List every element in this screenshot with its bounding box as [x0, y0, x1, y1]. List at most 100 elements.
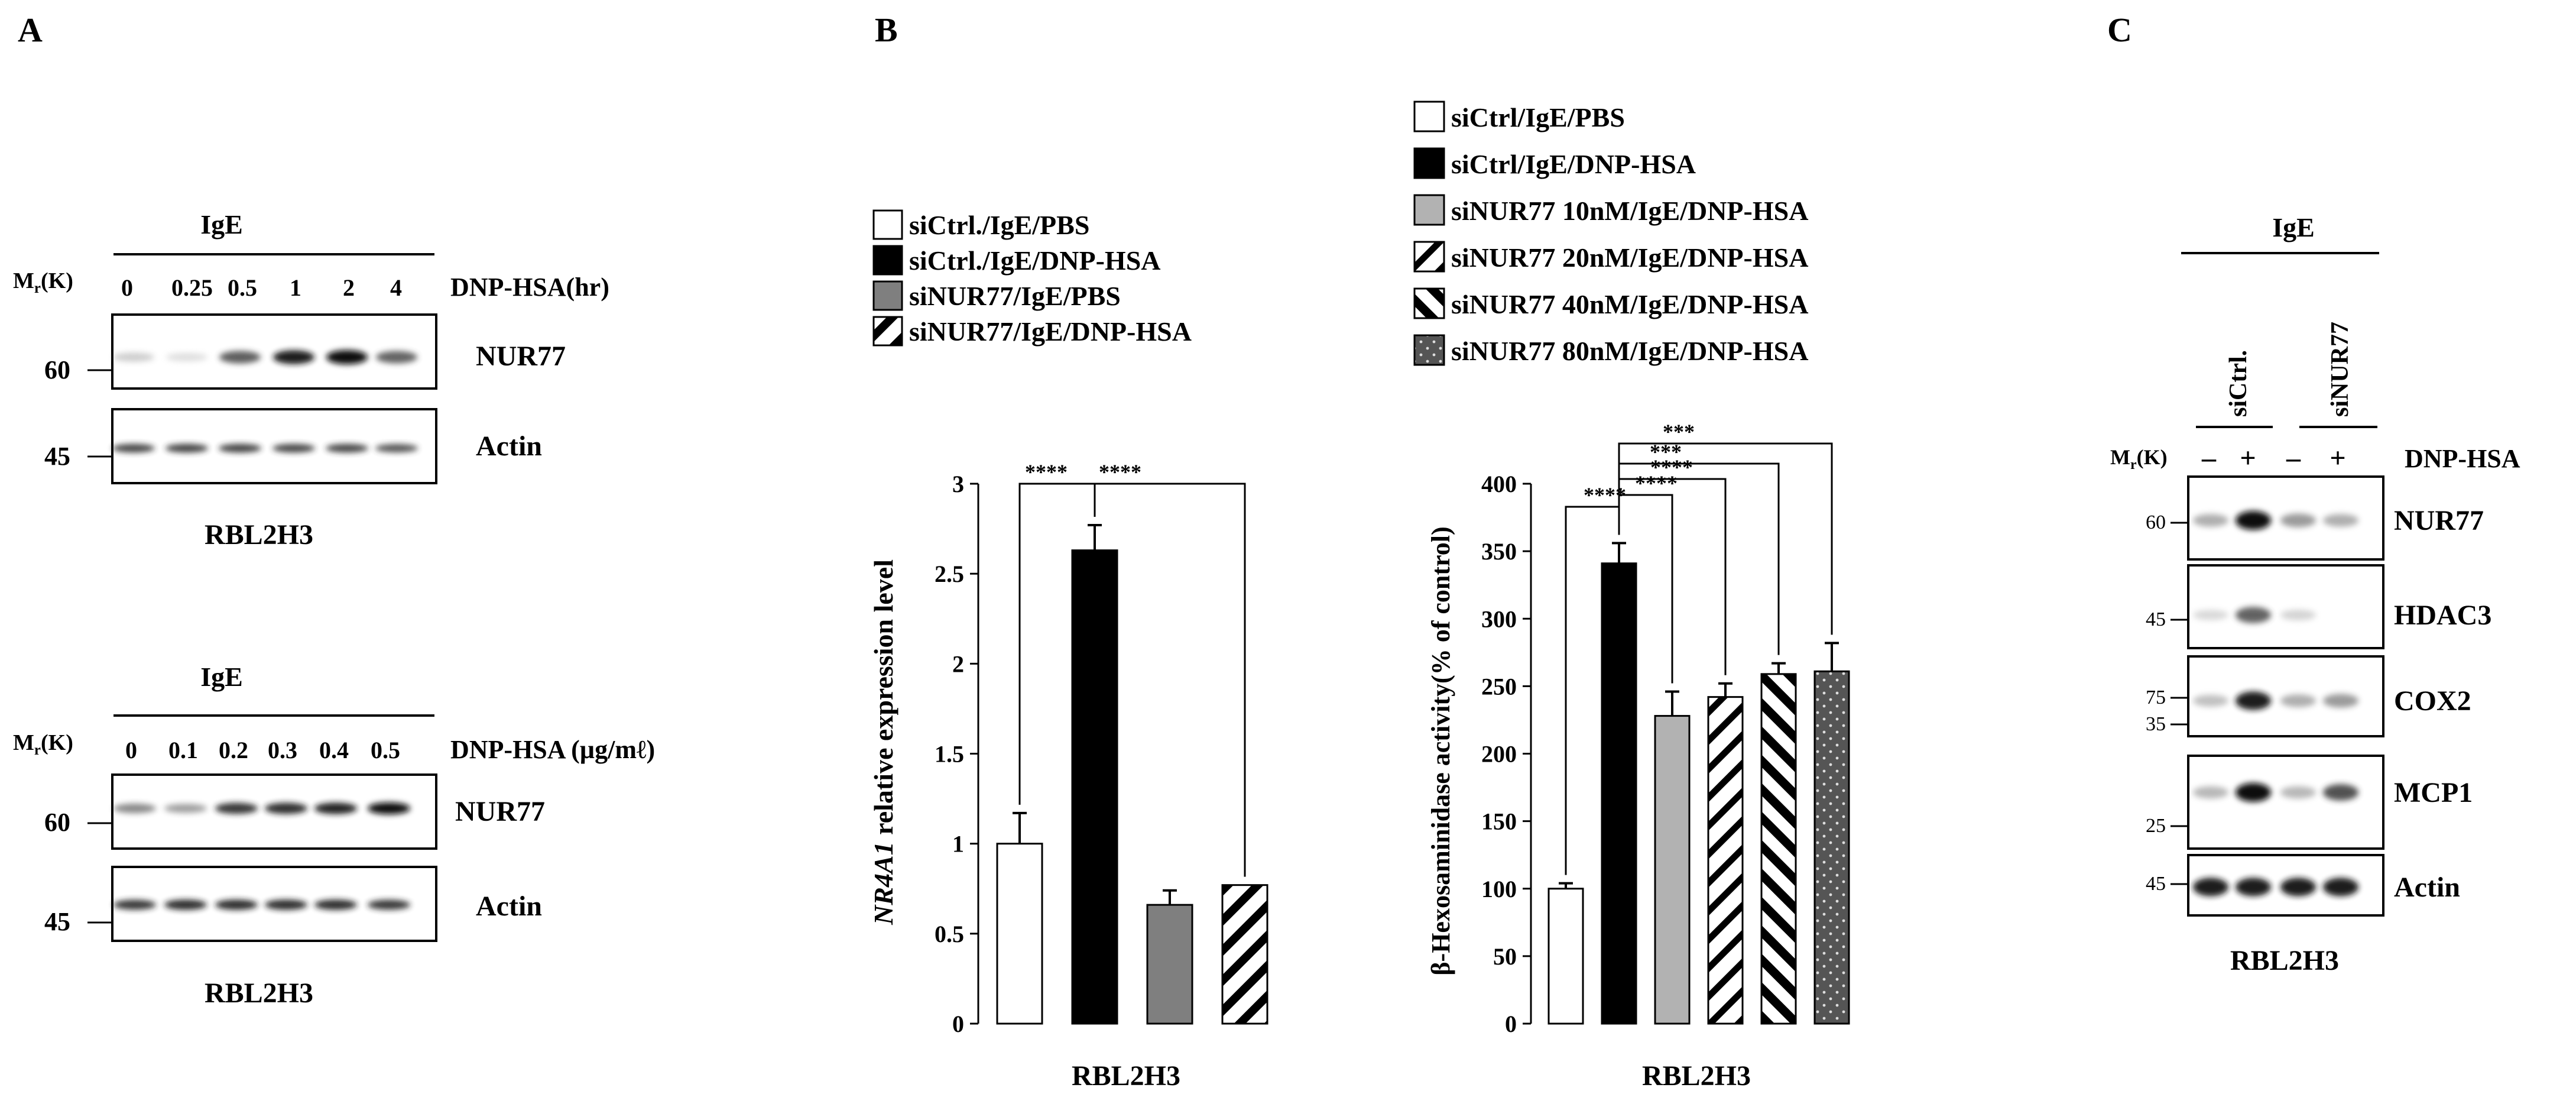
marker-label: 35	[2146, 713, 2166, 735]
blot-box	[2187, 755, 2384, 850]
blot-band	[326, 350, 368, 364]
blot-band	[2323, 784, 2358, 801]
blot-label: HDAC3	[2394, 600, 2491, 631]
blot-band	[314, 802, 357, 814]
bar	[1760, 673, 1797, 1025]
blot-band	[2236, 607, 2271, 623]
legend-swatch	[1413, 101, 1445, 132]
ige-header: IgE	[200, 209, 243, 239]
significance-label: ****	[1635, 471, 1678, 495]
chart1-nr4a1-expression: 0 0.5 1 1.5 2 2.5 3 **** ****	[935, 460, 1268, 1037]
y-tick-label: 2.5	[935, 561, 964, 587]
blot-band	[2236, 691, 2271, 710]
chart1-ylabel: NR4A1 relative expression level	[868, 559, 898, 925]
treatment-label: DNP-HSA(hr)	[450, 273, 609, 302]
y-tick-label: 100	[1481, 876, 1517, 902]
chart2-legend: siCtrl/IgE/PBS siCtrl/IgE/DNP-HSA siNUR77 …	[1413, 101, 1808, 366]
chart1-xlabel: RBL2H3	[1072, 1060, 1180, 1092]
blot-band	[113, 899, 156, 910]
panel-label-b: B	[875, 11, 898, 49]
y-tick-label: 2	[952, 650, 964, 677]
chart2-xlabel: RBL2H3	[1642, 1060, 1751, 1092]
y-tick-label: 50	[1493, 943, 1517, 970]
bar	[996, 843, 1043, 1025]
blot-band	[265, 899, 307, 910]
blot-band	[166, 353, 207, 361]
significance-label: ***	[1663, 420, 1695, 444]
lane-label: 1	[290, 274, 301, 301]
y-tick-label: 0.5	[935, 921, 964, 947]
nur77-blot-box	[111, 313, 437, 390]
lane-sign: +	[2330, 442, 2345, 474]
blot-band	[2280, 694, 2316, 707]
blot-band	[113, 352, 154, 362]
bar	[1813, 670, 1850, 1025]
marker-45: 45	[44, 907, 70, 936]
band-label-nur77: NUR77	[455, 796, 545, 827]
bar	[1601, 562, 1637, 1025]
group-label-sinur77: siNUR77	[2327, 322, 2354, 417]
bar	[1071, 549, 1118, 1025]
blot-band	[2193, 786, 2228, 799]
band-label-actin: Actin	[476, 891, 542, 922]
y-tick-label: 250	[1481, 673, 1517, 700]
blot-band	[2236, 783, 2271, 802]
bar	[1707, 696, 1744, 1025]
lane-label: 4	[390, 274, 402, 301]
blot-band	[2280, 878, 2316, 896]
blot-band	[326, 444, 368, 453]
significance-label: ****	[1650, 455, 1693, 479]
blot-band	[164, 804, 207, 813]
lane-label: 0.2	[219, 737, 248, 763]
bar	[1146, 904, 1193, 1025]
blot-band	[272, 444, 315, 453]
blot-box	[2187, 564, 2384, 649]
legend-swatch	[872, 316, 903, 347]
blot-band	[376, 351, 417, 364]
lane-label: 0.4	[319, 737, 349, 763]
y-tick-label: 0	[1505, 1011, 1517, 1037]
blot-band	[368, 899, 410, 910]
legend-swatch	[1413, 147, 1445, 179]
blot-band	[2280, 513, 2316, 527]
marker-label: 45	[2146, 873, 2166, 895]
group-label-sictrl: siCtrl.	[2225, 350, 2252, 417]
blot-band	[219, 444, 261, 453]
legend-swatch	[1413, 194, 1445, 226]
blot-label: MCP1	[2394, 777, 2473, 808]
legend-swatch	[1413, 287, 1445, 319]
blot-band	[314, 899, 357, 910]
lane-label: 0.1	[168, 737, 198, 763]
blot-band	[2193, 878, 2228, 896]
marker-60: 60	[44, 808, 70, 837]
blot-band	[166, 444, 208, 453]
blot-band	[265, 802, 307, 814]
marker-label: 75	[2146, 687, 2166, 708]
panel-label-a: A	[18, 11, 43, 49]
lane-sign: +	[2240, 442, 2256, 474]
legend-entry: siNUR77/IgE/DNP-HSA	[909, 316, 1192, 347]
lane-sign: –	[2201, 442, 2217, 474]
y-tick-label: 0	[952, 1011, 964, 1037]
blot-band	[2280, 610, 2316, 620]
blot-band	[2193, 514, 2228, 527]
lane-label: 0.5	[228, 274, 257, 301]
blot-band	[375, 444, 418, 453]
blot-band	[2193, 610, 2228, 620]
significance-bracket	[1618, 442, 1833, 635]
blot-band	[2280, 786, 2316, 799]
chart1-legend: siCtrl./IgE/PBS siCtrl./IgE/DNP-HSA siNUR7…	[872, 209, 1192, 347]
bar	[1654, 715, 1691, 1025]
lane-label: 0	[125, 737, 137, 763]
blot-label: Actin	[2394, 872, 2460, 903]
marker-45: 45	[44, 442, 70, 471]
ige-header: IgE	[200, 662, 243, 692]
panel-label-c: C	[2107, 11, 2132, 49]
cell-line-label: RBL2H3	[2230, 945, 2339, 976]
legend-swatch	[872, 209, 903, 240]
lane-label: 0.5	[371, 737, 400, 763]
y-tick-label: 150	[1481, 808, 1517, 835]
legend-entry: siNUR77 20nM/IgE/DNP-HSA	[1451, 242, 1808, 273]
legend-entry: siCtrl/IgE/DNP-HSA	[1451, 149, 1696, 179]
